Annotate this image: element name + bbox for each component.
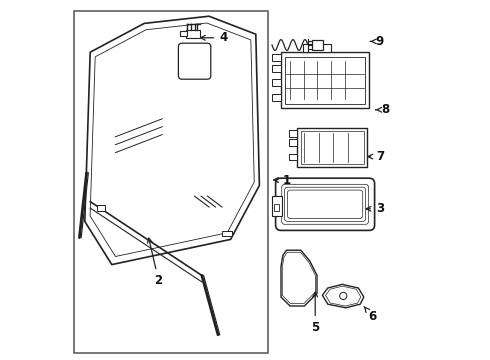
Bar <box>312 40 323 50</box>
Bar <box>74 11 269 353</box>
Text: 6: 6 <box>364 307 377 323</box>
Bar <box>272 196 282 216</box>
Text: 1: 1 <box>273 174 291 186</box>
Text: 2: 2 <box>147 238 163 287</box>
Bar <box>289 139 297 146</box>
Bar <box>303 44 331 52</box>
Text: 3: 3 <box>366 202 384 215</box>
FancyBboxPatch shape <box>275 178 374 230</box>
Bar <box>297 128 368 167</box>
Bar <box>272 94 281 101</box>
Bar <box>272 65 281 72</box>
Bar <box>289 154 297 160</box>
Text: 9: 9 <box>370 35 384 48</box>
Text: 7: 7 <box>368 150 384 163</box>
Bar <box>281 52 369 108</box>
Bar <box>98 205 105 211</box>
Bar <box>180 31 187 36</box>
Bar <box>186 30 200 38</box>
Bar <box>285 57 365 104</box>
Bar <box>301 131 364 164</box>
Bar <box>272 79 281 86</box>
FancyBboxPatch shape <box>178 43 211 79</box>
Bar <box>289 130 297 137</box>
Bar <box>274 204 279 211</box>
Text: 4: 4 <box>200 31 227 44</box>
Bar <box>221 231 232 236</box>
Text: 5: 5 <box>311 292 319 334</box>
Text: 8: 8 <box>376 103 390 116</box>
Bar <box>272 54 281 61</box>
